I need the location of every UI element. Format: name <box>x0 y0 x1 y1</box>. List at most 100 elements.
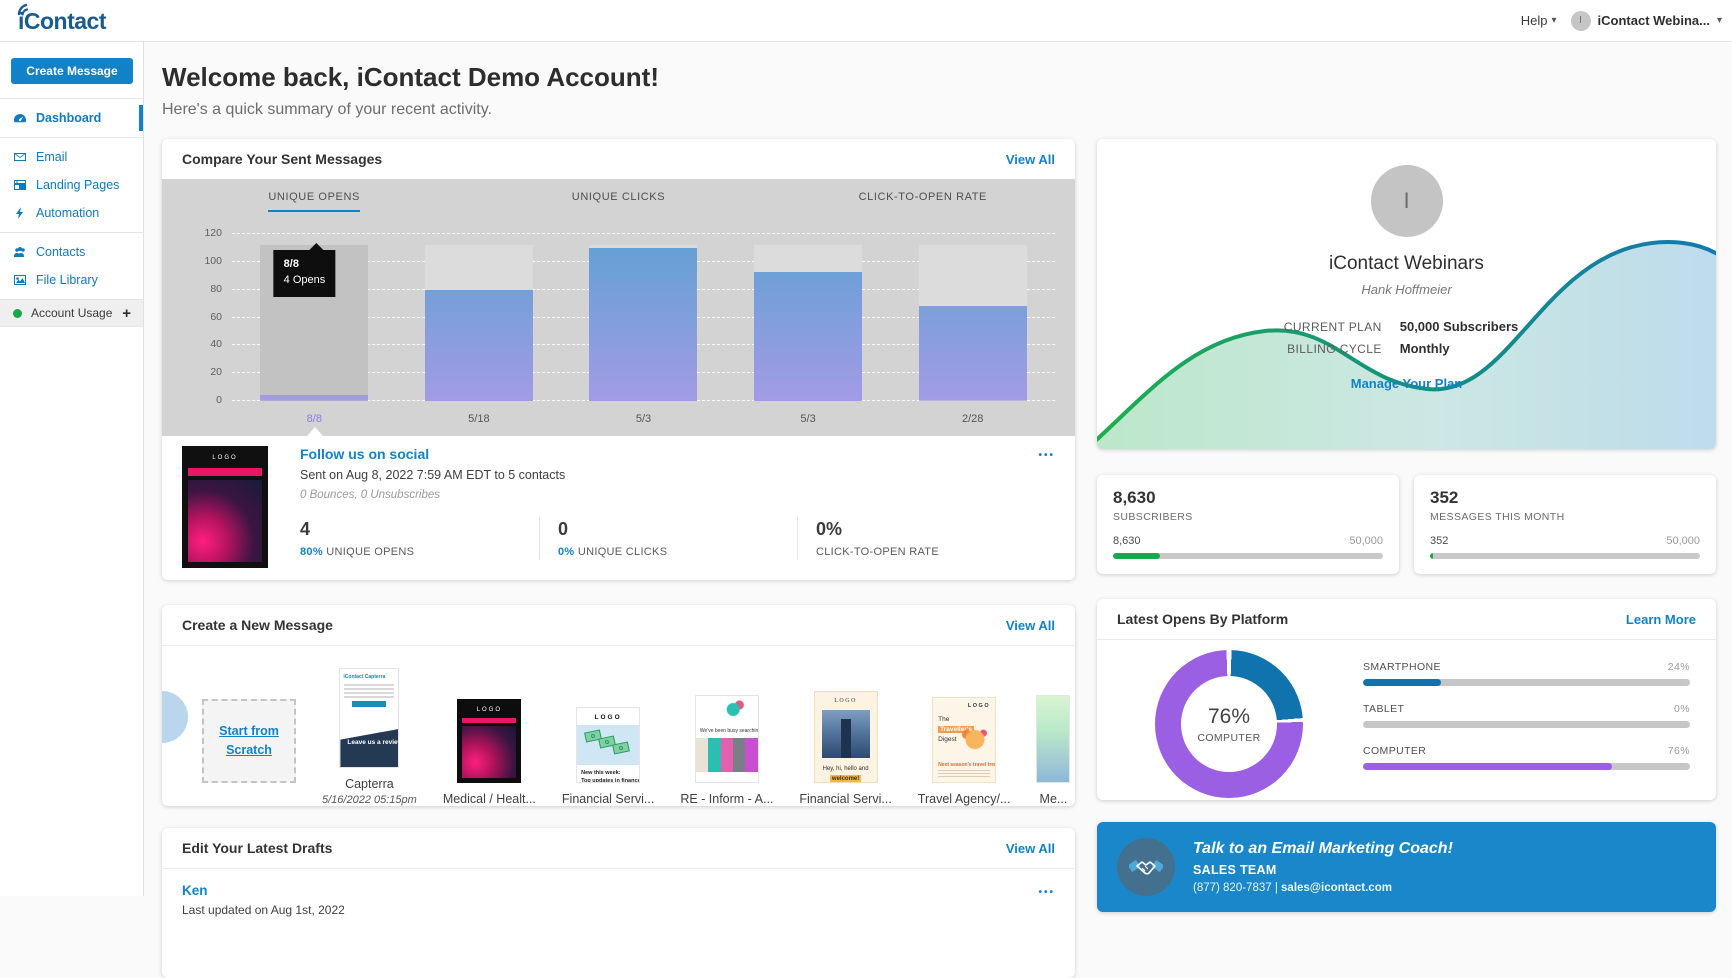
plus-icon[interactable]: + <box>122 305 131 322</box>
latest-drafts-card: Edit Your Latest Drafts View All Ken Las… <box>162 828 1075 978</box>
template-thumbnail[interactable] <box>1036 695 1070 783</box>
stat-label: UNIQUE OPENS <box>323 546 414 558</box>
tab-unique-opens[interactable]: UNIQUE OPENS <box>162 191 466 212</box>
thumbnail-image <box>188 480 262 562</box>
sidebar-item-email[interactable]: Email <box>0 143 143 171</box>
template-partial[interactable]: Me... <box>1036 695 1070 806</box>
view-all-link[interactable]: View All <box>1006 841 1055 856</box>
thumb-logo-text: LOGO <box>933 698 995 711</box>
legend-pct: 0% <box>1674 703 1690 715</box>
learn-more-link[interactable]: Learn More <box>1626 612 1696 627</box>
thumb-text: We've been busy searching for your next … <box>696 726 758 738</box>
sidebar-item-file-library[interactable]: File Library <box>0 266 143 294</box>
template-re-inform[interactable]: We've been busy searching for your next … <box>680 695 773 806</box>
tab-unique-clicks[interactable]: UNIQUE CLICKS <box>466 191 770 212</box>
template-thumbnail[interactable]: LOGO The Traveller's Digest Next season'… <box>932 697 996 783</box>
more-options-icon[interactable]: ••• <box>1038 887 1055 898</box>
status-dot-icon <box>13 309 22 318</box>
sidebar-item-landing-pages[interactable]: Landing Pages <box>0 171 143 199</box>
bar[interactable] <box>260 395 368 401</box>
template-capterra[interactable]: iContact Capterra Leave us a review on C… <box>322 668 417 806</box>
messages-count: 352 <box>1430 488 1700 508</box>
thumb-subtext: Next season's travel trends <box>938 762 996 768</box>
template-name: Me... <box>1036 792 1070 806</box>
view-all-link[interactable]: View All <box>1006 618 1055 633</box>
template-thumbnail[interactable]: LOGO <box>457 699 521 783</box>
template-thumbnail[interactable]: We've been busy searching for your next … <box>695 695 759 783</box>
card-title: Create a New Message <box>182 617 333 633</box>
y-axis-tick: 120 <box>174 227 222 239</box>
manage-plan-link[interactable]: Manage Your Plan <box>1351 376 1463 391</box>
bar-column[interactable]: 5/18 <box>397 234 562 401</box>
marketing-coach-banner[interactable]: Talk to an Email Marketing Coach! SALES … <box>1097 822 1716 912</box>
sidebar-item-automation[interactable]: Automation <box>0 199 143 227</box>
thumb-text: Top updates in finance <box>581 778 640 783</box>
sidebar-item-contacts[interactable]: Contacts <box>0 238 143 266</box>
x-axis-label[interactable]: 5/3 <box>726 413 891 425</box>
bar[interactable] <box>425 290 533 401</box>
top-header: iContact Help ▾ I iContact Webina... ▾ <box>0 0 1732 42</box>
template-financial-1[interactable]: LOGO New this week: Top updates in finan… <box>562 707 654 806</box>
message-title-link[interactable]: Follow us on social <box>300 446 1055 462</box>
account-usage-label: Account Usage <box>31 306 112 320</box>
icontact-logo[interactable]: iContact <box>0 2 144 39</box>
account-menu[interactable]: I iContact Webina... ▾ <box>1571 11 1722 31</box>
template-thumbnail[interactable]: LOGO New this week: Top updates in finan… <box>576 707 640 783</box>
template-name: RE - Inform - A... <box>680 792 773 806</box>
stat-label: CLICK-TO-OPEN RATE <box>816 546 939 558</box>
bolt-icon <box>13 206 27 220</box>
progress-track <box>1430 553 1700 559</box>
bar-column[interactable]: 5/3 <box>561 234 726 401</box>
logo-text: iContact <box>18 8 107 34</box>
bar[interactable] <box>919 306 1027 401</box>
usage-max: 50,000 <box>1349 535 1383 547</box>
template-medical[interactable]: LOGO Medical / Healt... <box>443 699 536 806</box>
y-axis-tick: 20 <box>174 366 222 378</box>
thumbnail-banner <box>188 468 262 476</box>
template-financial-2[interactable]: LOGO Hey, hi, hello and welcome! Financi… <box>799 691 891 806</box>
help-menu[interactable]: Help ▾ <box>1521 13 1557 28</box>
y-axis-tick: 80 <box>174 283 222 295</box>
stat-value: 0 <box>558 519 797 540</box>
sidebar-item-label: Dashboard <box>36 111 101 125</box>
thumb-text: Digest <box>938 736 956 743</box>
x-axis-label[interactable]: 8/8 <box>232 413 397 425</box>
card-title: Edit Your Latest Drafts <box>182 840 332 856</box>
messages-month-card: 352 MESSAGES THIS MONTH 352 50,000 <box>1414 475 1716 574</box>
message-bounce-info: 0 Bounces, 0 Unsubscribes <box>300 489 1055 501</box>
bar-column[interactable]: 5/3 <box>726 234 891 401</box>
legend-label: TABLET <box>1363 703 1404 715</box>
sent-message-summary: LOGO Follow us on social Sent on Aug 8, … <box>162 436 1075 580</box>
template-thumbnail[interactable]: iContact Capterra Leave us a review on C… <box>339 668 399 768</box>
compare-sent-messages-card: Compare Your Sent Messages View All UNIQ… <box>162 139 1075 580</box>
sidebar-item-dashboard[interactable]: Dashboard <box>0 104 143 132</box>
progress-track <box>1363 679 1690 686</box>
x-axis-label[interactable]: 5/3 <box>561 413 726 425</box>
view-all-link[interactable]: View All <box>1006 152 1055 167</box>
template-travel[interactable]: LOGO The Traveller's Digest Next season'… <box>918 697 1011 806</box>
x-axis-label[interactable]: 2/28 <box>890 413 1055 425</box>
start-from-scratch-box[interactable]: Start from Scratch <box>202 699 296 783</box>
template-thumbnail[interactable]: LOGO Hey, hi, hello and welcome! <box>814 691 878 783</box>
template-start-from-scratch[interactable]: Start from Scratch <box>202 699 296 806</box>
x-axis-label[interactable]: 5/18 <box>397 413 562 425</box>
thumb-logos: iContact Capterra <box>340 669 398 682</box>
message-thumbnail[interactable]: LOGO <box>182 446 268 568</box>
bar-column[interactable]: 2/28 <box>890 234 1055 401</box>
stat-unique-opens: 4 80% UNIQUE OPENS <box>300 517 539 560</box>
create-message-button[interactable]: Create Message <box>11 58 133 84</box>
legend-pct: 24% <box>1668 661 1690 673</box>
y-axis-tick: 60 <box>174 311 222 323</box>
sidebar-item-account-usage[interactable]: Account Usage + <box>0 299 143 327</box>
platform-donut-chart: 76% COMPUTER <box>1155 650 1303 798</box>
bar[interactable] <box>589 248 697 401</box>
bar[interactable] <box>754 272 862 401</box>
plan-label: CURRENT PLAN <box>1097 319 1382 334</box>
progress-track <box>1113 553 1383 559</box>
tab-click-to-open-rate[interactable]: CLICK-TO-OPEN RATE <box>771 191 1075 212</box>
progress-track <box>1363 763 1690 770</box>
sidebar-item-label: File Library <box>36 273 98 287</box>
more-options-icon[interactable]: ••• <box>1038 450 1055 461</box>
donut-center-value: 76% <box>1208 705 1250 729</box>
